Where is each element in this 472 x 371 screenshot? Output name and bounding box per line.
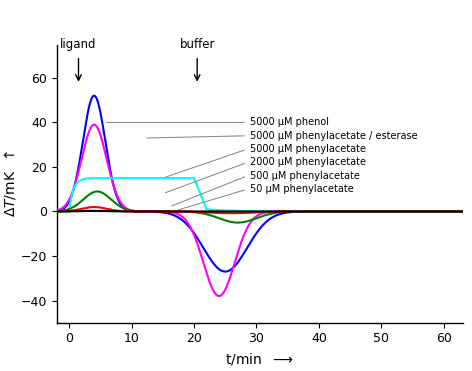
Text: 5000 μM phenol: 5000 μM phenol <box>250 118 329 127</box>
Y-axis label: $\Delta T$/mK  $\uparrow$: $\Delta T$/mK $\uparrow$ <box>2 150 18 217</box>
Text: 5000 μM phenylacetate / esterase: 5000 μM phenylacetate / esterase <box>250 131 418 141</box>
Text: 500 μM phenylacetate: 500 μM phenylacetate <box>250 171 360 181</box>
Text: 2000 μM phenylacetate: 2000 μM phenylacetate <box>250 158 366 167</box>
Text: ligand: ligand <box>60 38 97 51</box>
X-axis label: t/min  $\longrightarrow$: t/min $\longrightarrow$ <box>225 351 294 367</box>
Text: buffer: buffer <box>179 38 215 51</box>
Text: 5000 μM phenylacetate: 5000 μM phenylacetate <box>250 144 366 154</box>
Text: 50 μM phenylacetate: 50 μM phenylacetate <box>250 184 354 194</box>
